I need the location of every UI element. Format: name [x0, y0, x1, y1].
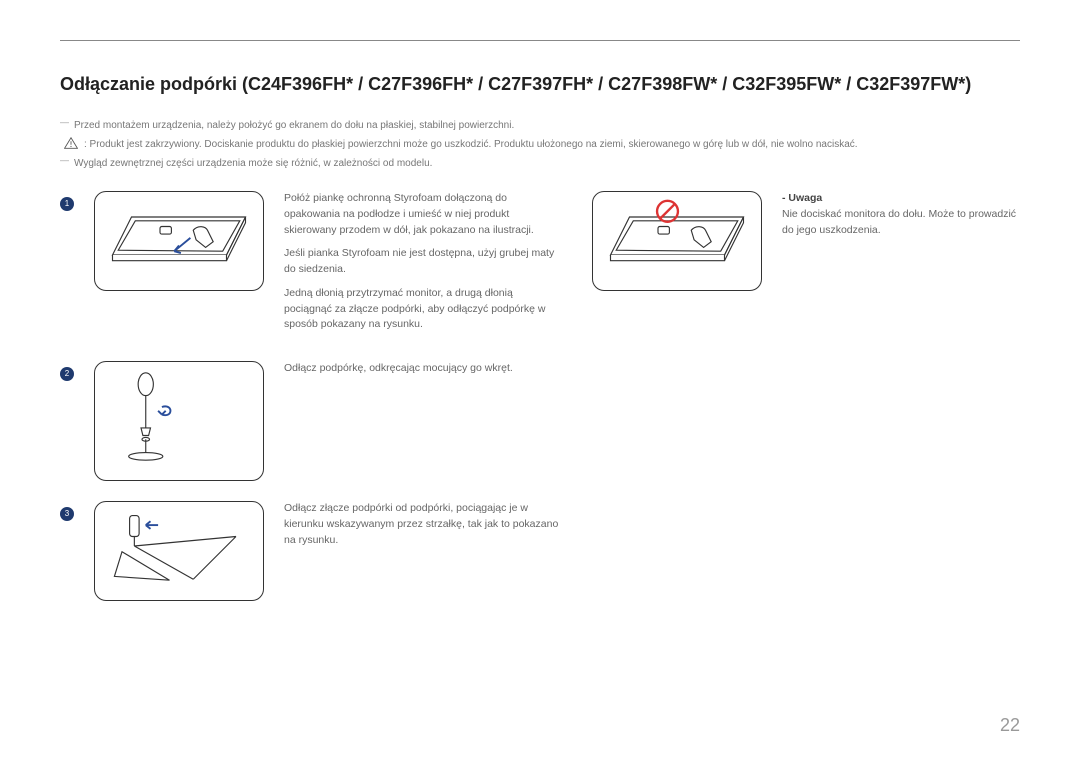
step-1: 1 [60, 191, 560, 341]
caution-body: Nie dociskać monitora do dołu. Może to p… [782, 207, 1020, 239]
step-1-para-a: Połóż piankę ochronną Styrofoam dołączon… [284, 191, 560, 238]
warning-line: : Produkt jest zakrzywiony. Dociskanie p… [60, 137, 1020, 152]
step-2-para: Odłącz podpórkę, odkręcając mocujący go … [284, 361, 560, 377]
caution-figure [592, 191, 762, 291]
step-3-figure [94, 501, 264, 601]
warning-text: : Produkt jest zakrzywiony. Dociskanie p… [84, 139, 858, 150]
note-2: Wygląd zewnętrznej części urządzenia moż… [60, 156, 1020, 171]
caution-label: - Uwaga [782, 191, 1020, 207]
step-3: 3 Odłącz złącze podpórki [60, 501, 560, 601]
caution-triangle-icon [64, 137, 78, 149]
step-1-para-b: Jeśli pianka Styrofoam nie jest dostępna… [284, 246, 560, 278]
step-3-badge: 3 [60, 507, 74, 521]
step-2-figure [94, 361, 264, 481]
step-2: 2 [60, 361, 560, 481]
caution-text-block: - Uwaga Nie dociskać monitora do dołu. M… [782, 191, 1020, 238]
step-1-badge: 1 [60, 197, 74, 211]
step-3-text: Odłącz złącze podpórki od podpórki, poci… [284, 501, 560, 556]
step-3-para: Odłącz złącze podpórki od podpórki, poci… [284, 501, 560, 548]
top-rule [60, 40, 1020, 41]
step-2-text: Odłącz podpórkę, odkręcając mocujący go … [284, 361, 560, 385]
step-1-text: Połóż piankę ochronną Styrofoam dołączon… [284, 191, 560, 341]
step-2-badge: 2 [60, 367, 74, 381]
left-column: 1 [60, 191, 560, 621]
page-number: 22 [1000, 712, 1020, 739]
note-1: Przed montażem urządzenia, należy położy… [60, 118, 1020, 133]
page-title: Odłączanie podpórki (C24F396FH* / C27F39… [60, 71, 1020, 98]
step-1-para-c: Jedną dłonią przytrzymać monitor, a drug… [284, 286, 560, 333]
step-1-figure [94, 191, 264, 291]
right-column: - Uwaga Nie dociskać monitora do dołu. M… [592, 191, 1020, 621]
